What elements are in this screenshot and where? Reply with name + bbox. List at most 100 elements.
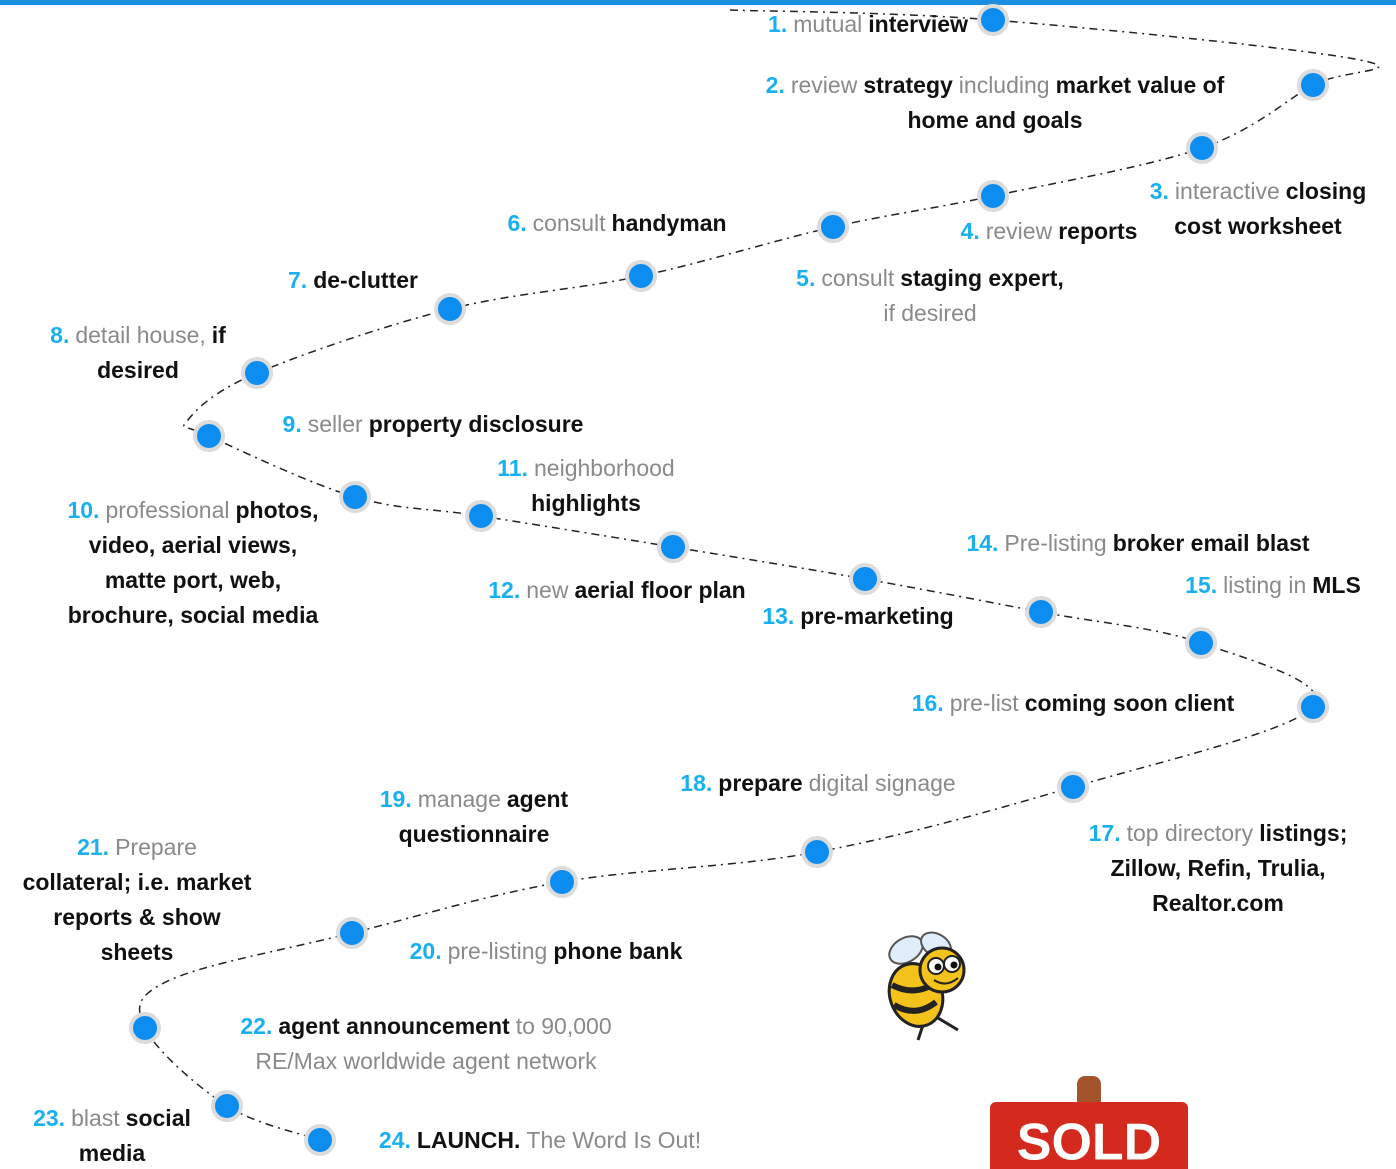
top-bar [0, 0, 1396, 5]
process-diagram: 1.mutualinterview 2.reviewstrategyincludi… [0, 0, 1396, 1169]
step-number: 21. [77, 834, 109, 860]
step-label: sheets [101, 939, 174, 965]
step-number: 7. [288, 267, 307, 293]
step-label: 5.consultstaging expert, [796, 265, 1064, 291]
step-text-bold: strategy [863, 72, 953, 98]
step-label: 7.de-clutter [288, 267, 418, 293]
step-label: reports & show [53, 904, 221, 930]
step-number: 15. [1185, 572, 1217, 598]
step-dot [1187, 629, 1215, 657]
sign-text: SOLD [1017, 1114, 1161, 1169]
step-text-bold: coming soon client [1025, 690, 1235, 716]
step-text-bold: listings; [1259, 820, 1347, 846]
step-text-bold: video, aerial views, [89, 532, 297, 558]
step-text-bold: highlights [531, 490, 641, 516]
step-dot [338, 919, 366, 947]
step-number: 4. [961, 218, 980, 244]
step-text: consult [533, 210, 606, 236]
step-label: matte port, web, [105, 567, 281, 593]
step-number: 16. [912, 690, 944, 716]
step-text-bold: MLS [1312, 572, 1361, 598]
step-dot [851, 565, 879, 593]
step-number: 17. [1089, 820, 1121, 846]
step-text-bold: property disclosure [369, 411, 584, 437]
step-text-bold: Realtor.com [1152, 890, 1284, 916]
step-text-bold: agent announcement [278, 1013, 510, 1039]
step-label: 11.neighborhood [497, 455, 674, 481]
step-text: consult [821, 265, 894, 291]
step-text-bold: cost worksheet [1174, 213, 1342, 239]
step-text: pre-list [950, 690, 1020, 716]
step-label: brochure, social media [68, 602, 319, 628]
step-text: top directory [1127, 820, 1254, 846]
step-text: mutual [793, 11, 862, 37]
step-label: 24.LAUNCH.The Word Is Out! [379, 1127, 701, 1153]
step-dot [1059, 773, 1087, 801]
step-number: 2. [766, 72, 785, 98]
step-dot [1299, 693, 1327, 721]
step-text-bold: brochure, social media [68, 602, 319, 628]
step-text: listing in [1223, 572, 1306, 598]
step-number: 13. [762, 603, 794, 629]
step-text-bold: broker email blast [1113, 530, 1310, 556]
step-text-bold: aerial floor plan [574, 577, 745, 603]
step-dot [467, 502, 495, 530]
step-label: questionnaire [399, 821, 550, 847]
step-text: The Word Is Out! [526, 1127, 701, 1153]
step-label: 1.mutualinterview [768, 11, 968, 37]
step-text-bold: prepare [718, 770, 802, 796]
step-number: 6. [507, 210, 526, 236]
step-text-bold: phone bank [553, 938, 682, 964]
step-label: collateral; i.e. market [23, 869, 252, 895]
step-number: 14. [966, 530, 998, 556]
step-text-bold: media [79, 1140, 146, 1166]
step-text: RE/Max worldwide agent network [255, 1048, 597, 1074]
step-text: manage [418, 786, 501, 812]
step-text-bold: LAUNCH. [417, 1127, 521, 1153]
step-label: 13.pre-marketing [762, 603, 953, 629]
step-number: 18. [680, 770, 712, 796]
step-text-bold: agent [507, 786, 569, 812]
step-dot [195, 422, 223, 450]
step-number: 19. [380, 786, 412, 812]
step-text-bold: if [212, 322, 226, 348]
step-dot [131, 1014, 159, 1042]
step-dot [436, 295, 464, 323]
step-text-bold: questionnaire [399, 821, 550, 847]
step-text-bold: handyman [612, 210, 727, 236]
step-text: detail house, [75, 322, 205, 348]
step-text-bold: pre-marketing [800, 603, 953, 629]
step-text: blast [71, 1105, 120, 1131]
step-dot [659, 533, 687, 561]
step-label: 21.Prepare [77, 834, 197, 860]
step-text-bold: reports [1058, 218, 1137, 244]
step-number: 10. [67, 497, 99, 523]
step-text-bold: Zillow, Refin, Trulia, [1110, 855, 1325, 881]
step-number: 8. [50, 322, 69, 348]
step-text: digital signage [809, 770, 956, 796]
step-label: Realtor.com [1152, 890, 1284, 916]
step-dot [341, 483, 369, 511]
step-text: review [791, 72, 858, 98]
step-text-bold: staging expert, [900, 265, 1064, 291]
step-label: video, aerial views, [89, 532, 297, 558]
step-number: 3. [1150, 178, 1169, 204]
step-number: 12. [488, 577, 520, 603]
step-number: 22. [240, 1013, 272, 1039]
step-dot [1027, 598, 1055, 626]
step-dot [306, 1126, 334, 1154]
step-number: 9. [283, 411, 302, 437]
step-text: Prepare [115, 834, 197, 860]
step-dot [627, 262, 655, 290]
step-dot [1188, 134, 1216, 162]
step-number: 20. [410, 938, 442, 964]
